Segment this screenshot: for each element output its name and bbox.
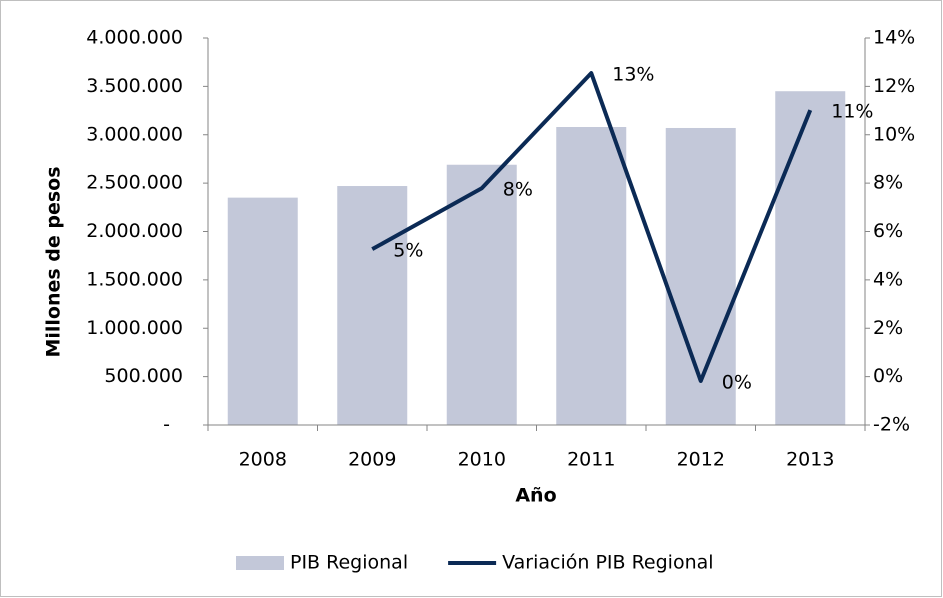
x-axis-title: Año — [515, 485, 556, 507]
y-tick-label: 2.500.000 — [86, 172, 183, 194]
bar — [227, 197, 298, 425]
y2-tick-label: 4% — [873, 268, 903, 290]
y-axis-title: Millones de pesos — [43, 166, 65, 357]
legend-swatch — [236, 556, 284, 570]
x-tick-label: 2011 — [567, 449, 615, 471]
y-tick-label: 500.000 — [104, 365, 183, 387]
x-tick-label: 2012 — [677, 449, 725, 471]
x-tick-label: 2009 — [348, 449, 396, 471]
data-label: 13% — [612, 64, 654, 86]
bar — [775, 91, 846, 426]
bar — [446, 164, 517, 425]
y-tick-label: 1.000.000 — [86, 317, 183, 339]
bar — [556, 127, 627, 425]
data-label: 8% — [503, 179, 533, 201]
y2-tick-label: 2% — [873, 317, 903, 339]
data-label: 0% — [722, 371, 752, 393]
x-tick-label: 2010 — [458, 449, 506, 471]
y2-tick-label: 10% — [873, 123, 915, 145]
y-tick-label: 3.500.000 — [86, 75, 183, 97]
legend-label: Variación PIB Regional — [502, 552, 713, 574]
y2-tick-label: 12% — [873, 75, 915, 97]
y-tick-label: 4.000.000 — [86, 27, 183, 49]
y2-tick-label: 6% — [873, 220, 903, 242]
data-label: 11% — [831, 101, 873, 123]
legend-label: PIB Regional — [290, 552, 408, 574]
y-tick-label: - — [163, 414, 170, 436]
y2-tick-label: 0% — [873, 365, 903, 387]
data-label: 5% — [393, 240, 423, 262]
y-tick-label: 3.000.000 — [86, 123, 183, 145]
y-tick-label: 2.000.000 — [86, 220, 183, 242]
y2-tick-label: 14% — [873, 27, 915, 49]
x-tick-label: 2013 — [786, 449, 834, 471]
y2-tick-label: 8% — [873, 172, 903, 194]
bar — [337, 186, 408, 425]
line — [371, 71, 813, 383]
y2-tick-label: -2% — [873, 414, 910, 436]
y-tick-label: 1.500.000 — [86, 268, 183, 290]
x-tick-label: 2008 — [239, 449, 287, 471]
